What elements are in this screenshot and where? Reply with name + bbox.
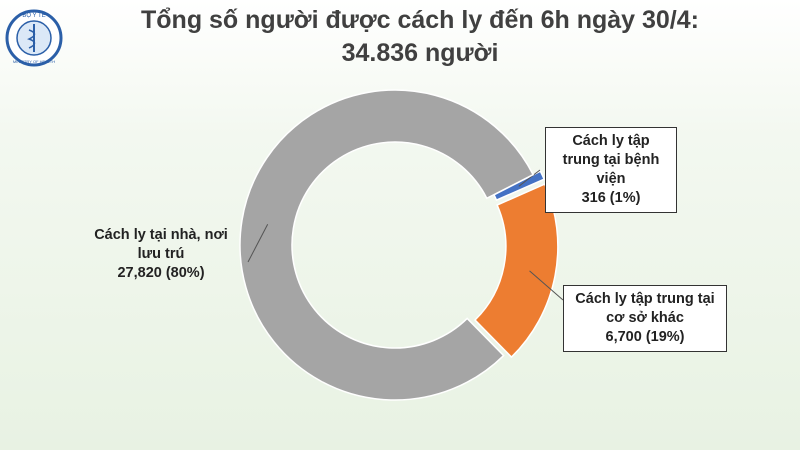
leader-line — [518, 169, 541, 187]
category-label: Cách ly tại nhà, nơi lưu trú — [94, 227, 228, 262]
slice — [473, 183, 559, 359]
logo-snake — [27, 29, 36, 49]
leader-line — [247, 224, 269, 263]
leader-line — [529, 270, 564, 301]
chart-title: Tổng số người được cách ly đến 6h ngày 3… — [141, 6, 699, 67]
slice-label: Cách ly tập trung tại cơ sở khác 6,700 (1… — [563, 285, 727, 352]
slice-label: Cách ly tại nhà, nơi lưu trú 27,820 (80%) — [75, 222, 247, 287]
value-label: 27,820 (80%) — [117, 265, 205, 281]
slice — [239, 89, 535, 401]
category-label: Cách ly tập trung tại bệnh viện — [562, 133, 660, 187]
slice-label: Cách ly tập trung tại bệnh viện 316 (1%) — [545, 127, 677, 213]
value-label: 6,700 (19%) — [605, 329, 685, 345]
logo: BỘ Y TẾ MINISTRY OF HEALTH — [5, 9, 63, 67]
logo-bottom: MINISTRY OF HEALTH — [13, 59, 55, 64]
logo-top: BỘ Y TẾ — [22, 12, 45, 19]
value-label: 316 (1%) — [581, 190, 641, 206]
category-label: Cách ly tập trung tại cơ sở khác — [575, 291, 715, 326]
